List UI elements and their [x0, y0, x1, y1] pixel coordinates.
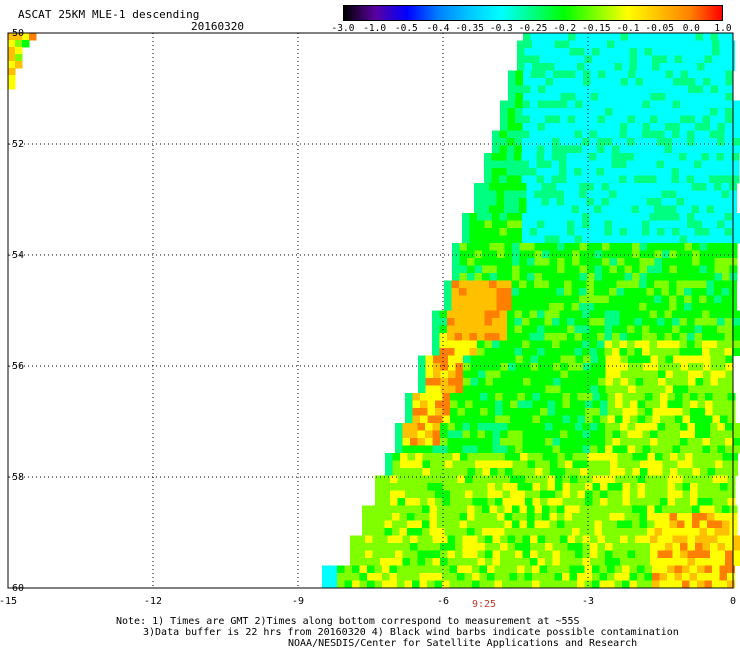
y-tick-label: -60 — [6, 583, 24, 594]
y-tick-label: -52 — [6, 139, 24, 150]
x-tick-label: -12 — [144, 596, 162, 607]
x-tick-label: -6 — [437, 596, 449, 607]
grid-lines — [8, 33, 733, 588]
corner-swath — [8, 33, 37, 90]
data-swath — [322, 33, 740, 589]
x-tick-label: -3 — [582, 596, 594, 607]
x-tick-label: -15 — [0, 596, 17, 607]
time-label: 9:25 — [472, 599, 497, 610]
x-tick-label: 0 — [730, 596, 736, 607]
colorbar-label: -0.3 — [489, 23, 513, 34]
note-line-2: 3)Data buffer is 22 hrs from 20160320 4)… — [143, 627, 679, 638]
colorbar-label: -0.35 — [455, 23, 484, 34]
map-frame — [7, 32, 734, 589]
colorbar-label: -0.25 — [518, 23, 548, 34]
y-tick-label: -58 — [6, 472, 24, 483]
colorbar-label: 0.0 — [682, 23, 700, 34]
colorbar-label: -3.0 — [331, 23, 355, 34]
colorbar-label: -0.4 — [426, 23, 450, 34]
colorbar — [343, 5, 723, 21]
y-tick-label: -56 — [6, 361, 24, 372]
colorbar-label: 1.0 — [714, 23, 732, 34]
map-title: ASCAT 25KM MLE-1 descending — [18, 8, 200, 21]
colorbar-label: -0.05 — [645, 23, 674, 34]
colorbar-label: -0.2 — [553, 23, 577, 34]
note-line-3: NOAA/NESDIS/Center for Satellite Applica… — [288, 638, 638, 649]
colorbar-label: -1.0 — [363, 23, 387, 34]
colorbar-label: -0.5 — [394, 23, 418, 34]
colorbar-label: -0.15 — [582, 23, 611, 34]
y-tick-label: -50 — [6, 28, 24, 39]
map-date: 20160320 — [191, 20, 244, 33]
note-line-1: Note: 1) Times are GMT 2)Times along bot… — [116, 616, 580, 627]
y-tick-label: -54 — [6, 250, 24, 261]
x-tick-label: -9 — [292, 596, 304, 607]
colorbar-label: -0.1 — [616, 23, 640, 34]
